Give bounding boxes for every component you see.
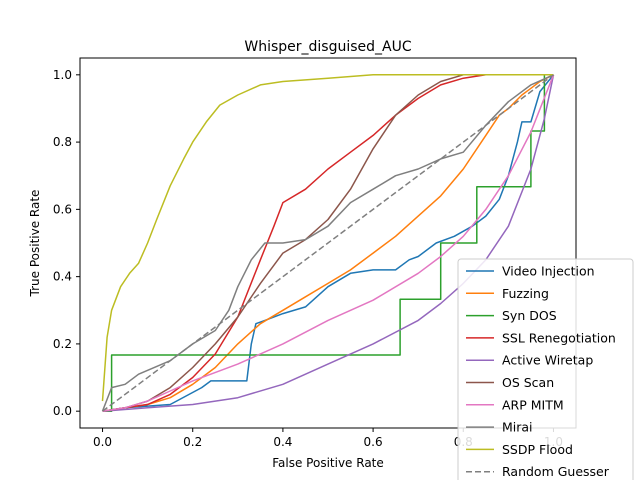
legend: Video Injection Fuzzing Syn DOS SSL Renegot… bbox=[457, 258, 634, 480]
legend-label: Active Wiretap bbox=[502, 353, 593, 368]
x-axis-label: False Positive Rate bbox=[272, 456, 384, 470]
y-tick-label: 0.8 bbox=[53, 135, 72, 149]
series-line-ssdp-flood bbox=[101, 74, 554, 402]
y-tick-label: 0.6 bbox=[53, 202, 72, 216]
legend-box bbox=[457, 258, 634, 480]
series-layer bbox=[101, 74, 555, 412]
y-tick-label: 0.4 bbox=[53, 270, 72, 284]
series-line-os-scan bbox=[102, 74, 554, 412]
legend-label: SSDP Flood bbox=[502, 442, 573, 457]
x-tick-label: 0.6 bbox=[364, 435, 383, 449]
plot-frame bbox=[79, 57, 577, 429]
series-line-mirai bbox=[101, 74, 554, 412]
legend-label: Syn DOS bbox=[502, 308, 557, 323]
legend-label: Video Injection bbox=[502, 264, 595, 279]
legend-label: Fuzzing bbox=[502, 286, 549, 301]
series-line-syn-dos bbox=[102, 74, 554, 412]
legend-label: OS Scan bbox=[502, 375, 554, 390]
x-tick-label: 0.2 bbox=[183, 435, 202, 449]
series-line-video-injection bbox=[102, 74, 555, 412]
y-tick-label: 0.0 bbox=[53, 404, 72, 418]
legend-label: Mirai bbox=[502, 420, 533, 435]
x-tick-label: 0.4 bbox=[273, 435, 292, 449]
y-axis-label: True Positive Rate bbox=[28, 190, 42, 298]
series-line-ssl-renegotiation bbox=[102, 74, 554, 412]
x-tick-label: 0.0 bbox=[93, 435, 112, 449]
series-line-random-guesser bbox=[102, 74, 554, 412]
legend-label: Random Guesser bbox=[502, 464, 610, 479]
legend-label: SSL Renegotiation bbox=[502, 330, 616, 345]
chart-title: Whisper_disguised_AUC bbox=[244, 39, 411, 55]
y-tick-label: 0.2 bbox=[53, 337, 72, 351]
legend-label: ARP MITM bbox=[502, 397, 564, 412]
series-line-active-wiretap bbox=[102, 74, 555, 412]
y-tick-label: 1.0 bbox=[53, 68, 72, 82]
series-line-arp-mitm bbox=[102, 74, 555, 412]
